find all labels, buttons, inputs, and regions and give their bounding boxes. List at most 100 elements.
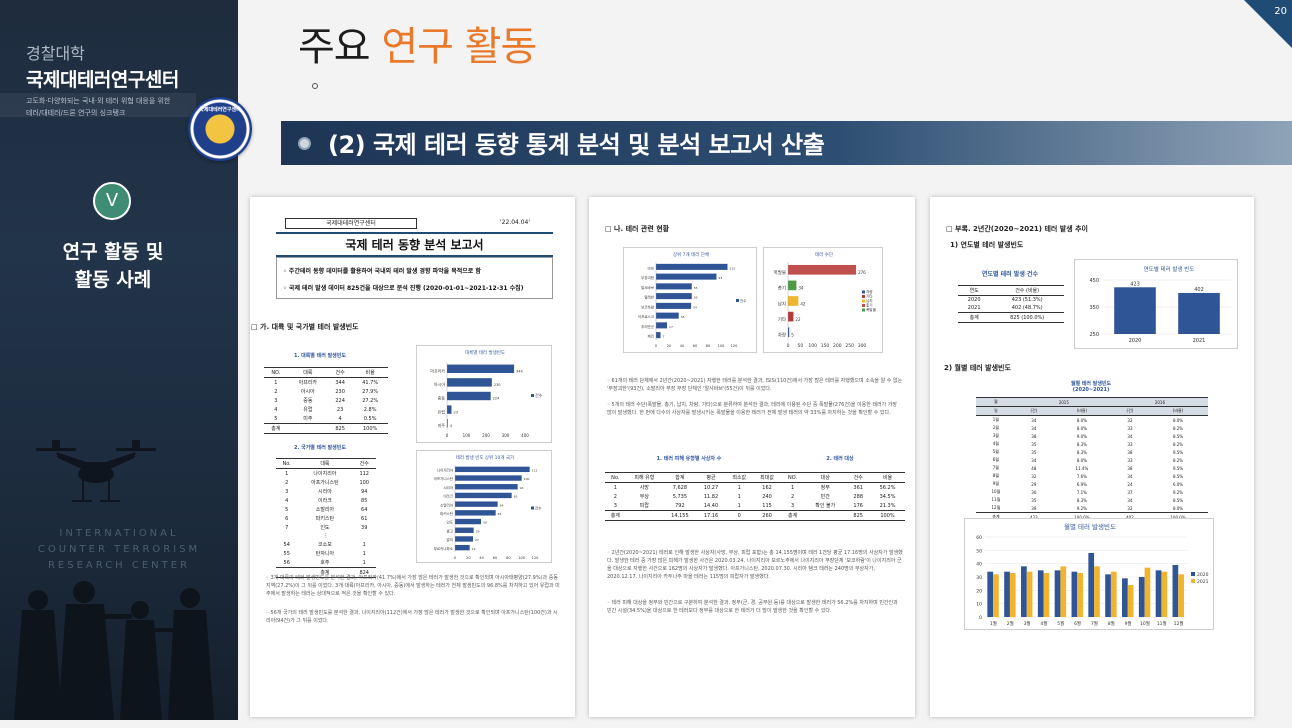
- table-cell: 총계: [605, 510, 626, 521]
- bar: [1114, 287, 1156, 334]
- tick-label: 60: [493, 556, 497, 560]
- bar-2021: [1077, 573, 1083, 617]
- page-title-plain: 주요: [298, 24, 382, 70]
- table-cell: 94: [361, 488, 368, 495]
- bar-2021: [1060, 566, 1067, 617]
- table-cell: 48: [1031, 465, 1037, 471]
- bar: [656, 263, 728, 270]
- table-cell: 총계: [264, 423, 288, 434]
- page2-paragraph-4: ◦ 테러 피해 대상을 정부와 민간으로 구분하여 분석한 결과, 정부(군, …: [607, 600, 898, 614]
- table-cell: 162: [762, 484, 772, 491]
- table-cell: 5: [285, 506, 289, 513]
- bar: [788, 280, 797, 291]
- data-label: 276: [858, 270, 866, 275]
- category-label: 10월: [1140, 620, 1150, 627]
- legend-swatch: [531, 394, 534, 397]
- table-row: 2 민간 288 34.5%: [781, 492, 905, 501]
- continent-table: NO. 대륙 건수 비율 1 아프리카 344 41.7% 2 아시아 230 27.9% 3 중…: [264, 367, 388, 434]
- country-table-title: 2. 국가별 테러 발생빈도: [293, 445, 346, 451]
- category-label: 2021: [1193, 338, 1206, 344]
- legend-label: 폭발물: [866, 307, 877, 312]
- legend-label: 건수: [535, 392, 543, 398]
- table-cell: 아시아: [300, 389, 315, 395]
- legend-swatch: [862, 290, 865, 294]
- watermark-line-2: COUNTER TERRORISM: [37, 544, 201, 555]
- target-table: NO. 대상 건수 비율 1 정부 361 56.2% 2 민간 288 34.5% 3 확인 불…: [781, 472, 905, 521]
- table-cell: 아프가니스탄: [311, 480, 339, 486]
- table-row: 2021 402 (48.7%): [958, 304, 1064, 313]
- tick-label: 100: [808, 343, 817, 349]
- tick-label: 150: [821, 343, 830, 349]
- category-label: 알샤바브: [641, 285, 655, 290]
- bar: [788, 264, 857, 275]
- table-cell: 344: [335, 379, 345, 386]
- table-cell: 8.2%: [1172, 441, 1184, 447]
- bar: [788, 296, 799, 306]
- table-row: 1 사망 7,628 10.27 1 162: [605, 483, 781, 493]
- page-corner-tab: [1244, 0, 1292, 48]
- table-cell: 2.8%: [363, 406, 377, 413]
- data-label: 344: [516, 370, 523, 374]
- bar: [455, 475, 522, 481]
- table-total-row: 총계 825 (100.0%): [958, 312, 1064, 323]
- table-cell: 9.5%: [1172, 449, 1184, 455]
- data-label: 35: [681, 315, 685, 319]
- data-label: 64: [500, 503, 504, 507]
- table-cell: 56.2%: [879, 484, 896, 491]
- bar: [447, 364, 515, 374]
- page2-paragraph-2: ◦ 5개의 테러 수단(폭발물, 총기, 납치, 차량, 기타)으로 분류하여 …: [607, 402, 898, 416]
- table-cell: 9.0%: [1076, 433, 1087, 439]
- table-cell: 호주: [320, 560, 330, 566]
- subtitle-bullet-icon: [298, 137, 311, 150]
- legend-swatch: [862, 308, 865, 312]
- table-cell: 8.0%: [1076, 425, 1087, 431]
- table-cell: 55: [283, 550, 290, 557]
- section-heading-na: □ 나. 테러 관련 현황: [605, 225, 670, 233]
- bar: [788, 311, 794, 322]
- bar-2020: [987, 571, 994, 617]
- tick-label: 300: [858, 343, 867, 349]
- target-table-title: 2. 테러 대상: [826, 456, 854, 462]
- legend-label: 건수: [535, 506, 542, 511]
- data-label: 7: [663, 335, 665, 339]
- table-cell: 1: [274, 379, 278, 386]
- legend-label: 2020: [1197, 572, 1209, 578]
- bar-2020: [1088, 553, 1095, 617]
- category-label: 7월: [1091, 620, 1098, 627]
- table-cell: 8.5%: [1172, 497, 1184, 503]
- table-cell: 0.5%: [363, 415, 377, 422]
- table-cell: 32: [1127, 417, 1133, 423]
- bar-2021: [1110, 571, 1117, 617]
- table-row: 4월 35 8.3% 33 8.2%: [976, 440, 1208, 448]
- table-subheader: (비율): [1148, 406, 1208, 416]
- country-chart: 테러 발생 빈도 상위 10개 국가 나이지리아 112 아프가니스탄 100 시리아 94…: [416, 450, 552, 563]
- chart-title: 연도별 테러 발생 빈도: [1144, 265, 1195, 273]
- tick-label: 0: [454, 556, 456, 560]
- table-cell: 27.9%: [362, 388, 379, 395]
- bar-2020: [1172, 565, 1179, 617]
- bar-2020: [1122, 578, 1128, 617]
- data-label: 110: [730, 266, 736, 270]
- table-cell: 32: [1031, 473, 1037, 479]
- bar-2020: [1105, 574, 1111, 617]
- table-cell: 9.5%: [1172, 465, 1184, 471]
- table-cell: 4월: [992, 441, 999, 446]
- bar: [656, 332, 661, 339]
- table-cell: 2: [274, 388, 278, 395]
- table-row: 1월 34 8.0% 32 8.0%: [976, 416, 1208, 425]
- data-label: 94: [520, 486, 524, 490]
- report-page-3: □ 부록. 2년간(2020~2021) 테러 발생 추이 1) 연도별 테러 …: [930, 197, 1254, 717]
- table-row: 10월 30 7.1% 37 9.2%: [976, 488, 1208, 496]
- table-row: 5 미주 4 0.5%: [264, 414, 388, 424]
- table-cell: 10.27: [703, 484, 719, 491]
- table-cell: 7,628: [672, 484, 688, 491]
- legend-swatch: [531, 506, 534, 510]
- table-cell: 8.3%: [1076, 449, 1087, 455]
- category-label: 차량: [778, 332, 786, 339]
- bar: [455, 492, 512, 499]
- tick-label: 0: [446, 433, 449, 438]
- tick-label: 60: [693, 344, 697, 348]
- table-cell: 1: [737, 493, 741, 500]
- table-header: NO.: [781, 472, 805, 483]
- table-cell: 소말리아: [315, 507, 335, 513]
